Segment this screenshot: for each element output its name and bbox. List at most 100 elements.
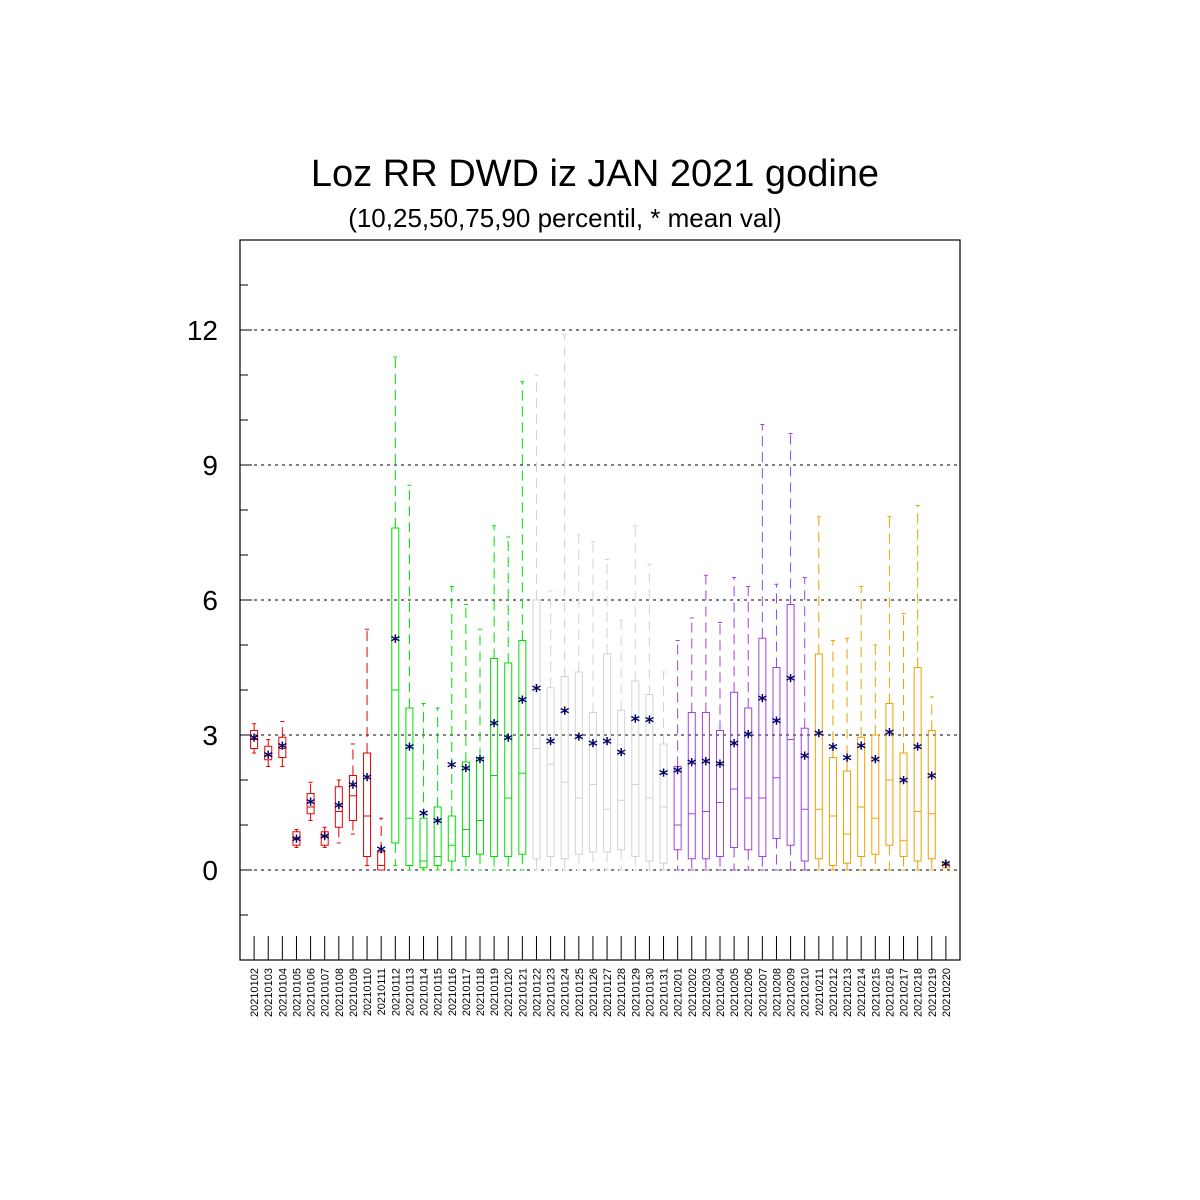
- mean-marker: *: [433, 813, 443, 834]
- mean-marker: *: [278, 738, 288, 759]
- box-20210218: *: [913, 505, 923, 871]
- mean-marker: *: [715, 756, 725, 777]
- x-tick-label: 20210119: [489, 968, 501, 1016]
- iqr-box: [857, 736, 866, 857]
- x-tick-label: 20210120: [503, 968, 515, 1017]
- mean-marker: *: [673, 763, 683, 784]
- iqr-box: [744, 707, 753, 851]
- iqr-box: [927, 730, 936, 860]
- x-tick-label: 20210130: [644, 968, 656, 1017]
- box-20210116: *: [447, 586, 457, 871]
- x-tick-label: 20210105: [291, 968, 303, 1017]
- mean-marker: *: [306, 795, 316, 816]
- mean-marker: *: [348, 777, 358, 798]
- box-20210128: *: [616, 619, 626, 871]
- chart-subtitle: (10,25,50,75,90 percentil, * mean val): [348, 203, 782, 233]
- box-20210207: *: [758, 424, 768, 871]
- iqr-box: [687, 712, 696, 860]
- iqr-box: [504, 662, 513, 857]
- box-20210121: *: [518, 381, 528, 871]
- box-20210127: *: [602, 559, 612, 871]
- x-tick-label: 20210201: [673, 968, 685, 1017]
- box-20210106: *: [306, 781, 316, 821]
- chart-title: Loz RR DWD iz JAN 2021 godine: [311, 153, 879, 195]
- mean-marker: *: [885, 725, 895, 746]
- x-tick-label: 20210126: [588, 968, 600, 1017]
- x-tick-label: 20210109: [348, 968, 360, 1017]
- iqr-box: [772, 667, 781, 839]
- x-tick-label: 20210122: [531, 968, 543, 1017]
- mean-marker: *: [419, 806, 429, 827]
- mean-marker: *: [616, 745, 626, 766]
- x-tick-label: 20210107: [320, 968, 332, 1017]
- x-tick-label: 20210208: [771, 968, 783, 1017]
- x-tick-label: 20210202: [687, 968, 699, 1017]
- mean-marker: *: [871, 752, 881, 773]
- x-tick-label: 20210110: [362, 968, 374, 1016]
- x-tick-label: 20210124: [560, 968, 572, 1017]
- iqr-box: [377, 851, 386, 871]
- iqr-box: [673, 766, 682, 851]
- box-20210102: *: [249, 723, 259, 754]
- x-tick-label: 20210127: [602, 968, 614, 1017]
- iqr-box: [603, 653, 612, 853]
- mean-marker: *: [532, 681, 542, 702]
- mean-marker: *: [264, 747, 274, 768]
- box-20210126: *: [588, 541, 598, 871]
- mean-marker: *: [376, 842, 386, 863]
- x-tick-label: 20210217: [899, 968, 911, 1017]
- x-tick-label: 20210114: [419, 968, 431, 1016]
- x-tick-label: 20210206: [743, 968, 755, 1017]
- box-20210125: *: [574, 534, 584, 871]
- x-tick-label: 20210204: [715, 968, 727, 1017]
- iqr-box: [716, 730, 724, 857]
- x-tick-label: 20210205: [729, 968, 741, 1017]
- iqr-box: [320, 831, 329, 846]
- iqr-box: [363, 752, 372, 857]
- mean-marker: *: [391, 632, 401, 653]
- x-tick-label: 20210116: [447, 968, 459, 1016]
- iqr-box: [447, 815, 456, 862]
- iqr-box: [758, 637, 767, 857]
- iqr-box: [532, 599, 541, 860]
- box-20210110: *: [362, 628, 372, 866]
- x-tick-label: 20210103: [263, 968, 275, 1017]
- iqr-box: [264, 745, 273, 761]
- mean-marker: *: [687, 755, 697, 776]
- x-tick-label: 20210117: [461, 968, 473, 1016]
- mean-marker: *: [560, 704, 570, 725]
- box-20210120: *: [504, 536, 514, 871]
- iqr-box: [617, 709, 626, 851]
- box-20210211: *: [814, 516, 824, 871]
- mean-marker: *: [941, 857, 951, 878]
- iqr-box: [786, 604, 795, 846]
- box-20210205: *: [729, 577, 739, 871]
- box-20210210: *: [800, 577, 810, 871]
- box-20210204: *: [715, 622, 725, 871]
- iqr-box: [645, 694, 654, 862]
- x-tick-label: 20210218: [913, 968, 925, 1017]
- iqr-box: [899, 752, 908, 857]
- x-tick-label: 20210213: [842, 968, 854, 1017]
- mean-marker: *: [461, 761, 471, 782]
- y-tick-label: 12: [187, 315, 218, 346]
- iqr-box: [730, 691, 739, 848]
- x-tick-label: 20210123: [546, 968, 558, 1017]
- mean-marker: *: [574, 729, 584, 750]
- x-tick-label: 20210216: [884, 968, 896, 1017]
- iqr-box: [659, 743, 668, 864]
- mean-marker: *: [744, 727, 754, 748]
- box-20210202: *: [687, 617, 697, 871]
- gridlines: [240, 329, 960, 871]
- iqr-box: [885, 703, 894, 846]
- box-20210217: *: [899, 613, 909, 871]
- box-20210216: *: [885, 516, 895, 871]
- box-20210114: *: [419, 703, 429, 871]
- x-tick-label: 20210104: [277, 968, 289, 1017]
- box-20210209: *: [786, 433, 796, 871]
- y-tick-label: 9: [202, 450, 218, 481]
- iqr-box: [871, 734, 880, 855]
- x-tick-label: 20210108: [334, 968, 346, 1017]
- box-20210109: *: [348, 743, 358, 835]
